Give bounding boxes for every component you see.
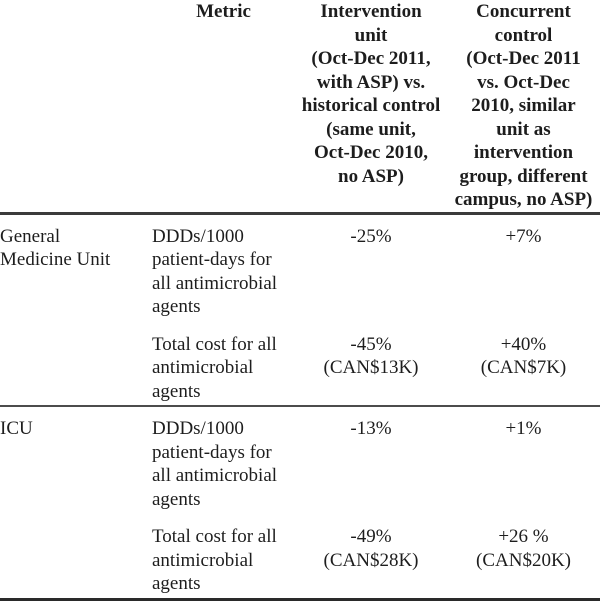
header-row: Metric Intervention unit (Oct-Dec 2011, … <box>0 0 600 213</box>
table-row: Total cost for all antimicrobial agents … <box>0 513 600 599</box>
icu-section: ICU DDDs/1000 patient-days for all antim… <box>0 406 600 599</box>
unit-label: ICU <box>0 418 33 439</box>
intervention-value-cell: -25% <box>350 225 392 247</box>
metric-cell: Total cost for all antimicrobial agents <box>152 333 277 402</box>
intervention-value-cell: -45% (CAN$13K) <box>323 333 419 379</box>
concurrent-value-cell: +1% <box>505 418 542 439</box>
intervention-column-header: Intervention unit (Oct-Dec 2011, with AS… <box>301 1 441 187</box>
table-row: General Medicine Unit DDDs/1000 patient-… <box>0 213 600 321</box>
metric-column-header: Metric <box>196 1 251 22</box>
table-row: Total cost for all antimicrobial agents … <box>0 321 600 407</box>
metric-cell: DDDs/1000 patient-days for all antimicro… <box>152 225 278 318</box>
table-row: ICU DDDs/1000 patient-days for all antim… <box>0 406 600 513</box>
concurrent-value-cell: +26 % (CAN$20K) <box>476 526 571 571</box>
unit-label: General Medicine Unit <box>0 225 111 271</box>
intervention-value-cell: -13% <box>350 418 392 439</box>
metric-cell: Total cost for all antimicrobial agents <box>152 526 277 594</box>
metric-cell: DDDs/1000 patient-days for all antimicro… <box>152 418 278 510</box>
intervention-value-cell: -49% (CAN$28K) <box>323 526 419 571</box>
unit-column-header <box>0 0 152 213</box>
concurrent-value-cell: +40% (CAN$7K) <box>480 333 567 379</box>
concurrent-column-header: Concurrent control (Oct-Dec 2011 vs. Oct… <box>454 1 593 210</box>
general-medicine-section: General Medicine Unit DDDs/1000 patient-… <box>0 213 600 406</box>
concurrent-value-cell: +7% <box>505 225 542 247</box>
